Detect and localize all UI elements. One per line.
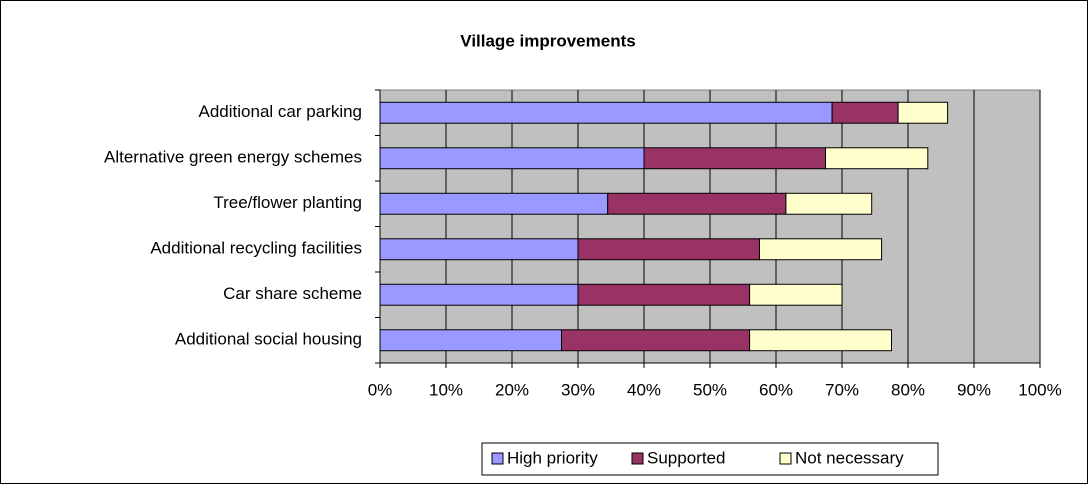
y-tick-label: Additional car parking <box>199 102 362 121</box>
x-tick-label: 70% <box>825 380 859 399</box>
bar-segment <box>379 238 579 261</box>
y-tick-label: Car share scheme <box>223 284 362 303</box>
bar-segment <box>643 147 826 170</box>
y-tick-label: Additional recycling facilities <box>150 239 362 258</box>
y-tick-label: Alternative green energy schemes <box>104 148 362 167</box>
x-tick-label: 100% <box>1018 380 1061 399</box>
bar-segment <box>379 283 579 306</box>
bar-segment <box>379 329 562 352</box>
x-tick-label: 60% <box>759 380 793 399</box>
bar-segment <box>379 101 833 124</box>
x-tick-label: 0% <box>368 380 393 399</box>
x-tick-label: 30% <box>561 380 595 399</box>
bar-segment <box>379 192 609 215</box>
x-tick-label: 20% <box>495 380 529 399</box>
bar-segment <box>759 238 883 261</box>
x-tick-label: 90% <box>957 380 991 399</box>
legend-swatch <box>491 452 504 465</box>
bar-segment <box>561 329 751 352</box>
legend-swatch <box>631 452 644 465</box>
bar-segment <box>897 101 949 124</box>
chart-title: Village improvements <box>460 31 635 50</box>
legend-label: Supported <box>647 448 725 467</box>
bar-segment <box>379 147 645 170</box>
y-tick-label: Tree/flower planting <box>213 193 362 212</box>
bar-segment <box>577 238 760 261</box>
x-tick-label: 80% <box>891 380 925 399</box>
bar-segment <box>749 329 892 352</box>
y-tick-label: Additional social housing <box>175 330 362 349</box>
legend-label: Not necessary <box>795 448 904 467</box>
legend-label: High priority <box>507 448 598 467</box>
bar-segment <box>831 101 899 124</box>
bar-segment <box>577 283 751 306</box>
bar-segment <box>785 192 873 215</box>
legend-swatch <box>779 452 792 465</box>
bar-segment <box>825 147 929 170</box>
bar-segment <box>749 283 843 306</box>
legend <box>481 442 939 476</box>
x-tick-label: 40% <box>627 380 661 399</box>
bar-segment <box>607 192 787 215</box>
x-tick-label: 10% <box>429 380 463 399</box>
x-tick-label: 50% <box>693 380 727 399</box>
